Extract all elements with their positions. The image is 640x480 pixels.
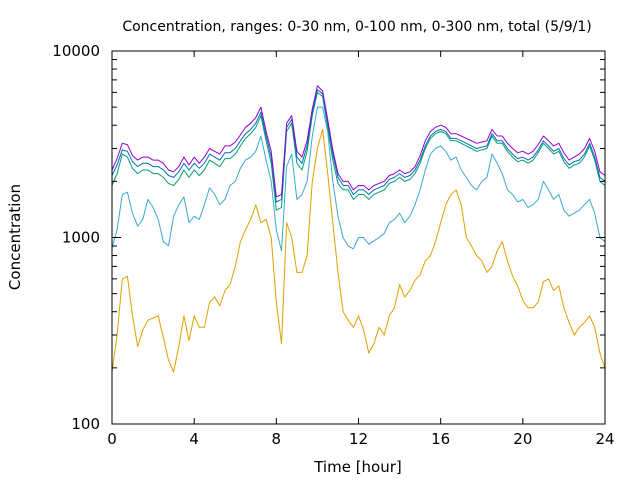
x-axis-label: Time [hour] bbox=[313, 458, 402, 476]
x-tick-label: 24 bbox=[595, 430, 614, 448]
x-tick-label: 20 bbox=[513, 430, 532, 448]
series-line-4 bbox=[111, 85, 606, 198]
y-tick-label: 10000 bbox=[52, 42, 100, 60]
plot-frame bbox=[111, 50, 606, 425]
axes-layer: 0 4 8 12 16 20 24 100 1000 10000 bbox=[52, 42, 614, 448]
series-line-1 bbox=[111, 106, 606, 252]
series-line-3 bbox=[111, 89, 606, 203]
series-layer bbox=[111, 85, 606, 373]
series-line-2 bbox=[111, 91, 606, 211]
x-tick-label: 16 bbox=[431, 430, 450, 448]
x-tick-label: 0 bbox=[107, 430, 117, 448]
x-tick-label: 12 bbox=[349, 430, 368, 448]
y-tick-label: 100 bbox=[71, 415, 100, 433]
y-tick-label: 1000 bbox=[62, 229, 100, 247]
x-tick-label: 8 bbox=[272, 430, 282, 448]
y-axis-label: Concentration bbox=[6, 184, 24, 290]
chart-title: Concentration, ranges: 0-30 nm, 0-100 nm… bbox=[122, 19, 591, 35]
x-tick-label: 4 bbox=[189, 430, 199, 448]
series-line-0 bbox=[111, 128, 606, 373]
